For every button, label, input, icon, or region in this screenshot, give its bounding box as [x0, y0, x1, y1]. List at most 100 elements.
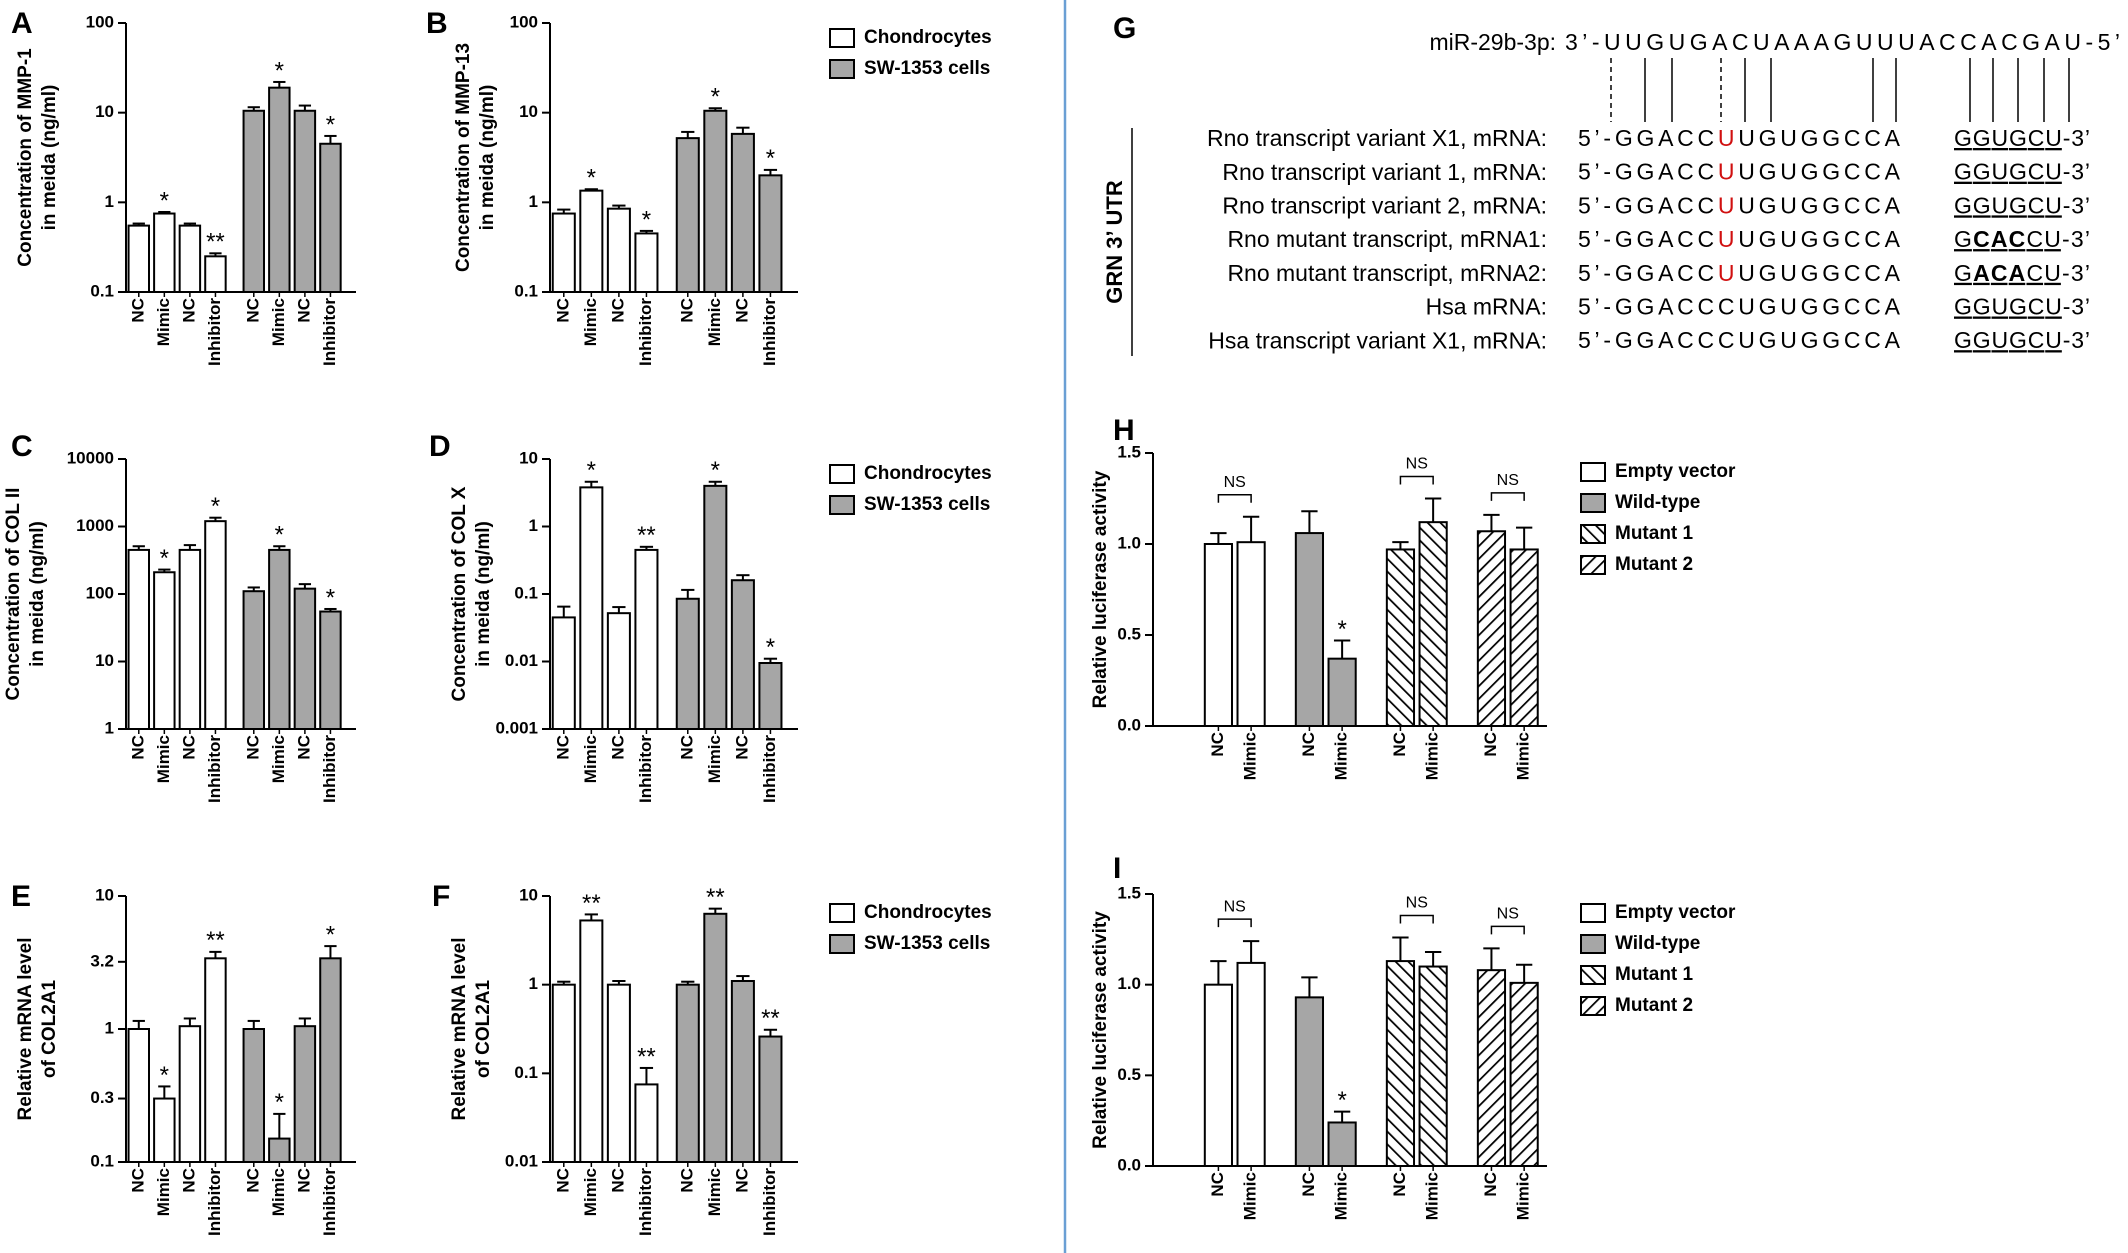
sequence-part: 5’-GGACC [1578, 192, 1714, 218]
y-tick-label: 1000 [76, 516, 114, 535]
y-tick-label: 1 [105, 718, 114, 737]
x-tick-label: NC [294, 1168, 313, 1193]
error-bar [273, 1112, 286, 1139]
legend-swatch [1580, 903, 1606, 923]
x-tick-label: NC [1299, 732, 1318, 757]
transcript-sequence: 5’-GGACC U UGUGGCCA [1578, 159, 1901, 185]
bar [1418, 521, 1448, 727]
y-tick-label: 1.5 [1117, 442, 1141, 461]
sequence-part: -3’ [2063, 327, 2090, 353]
error-bar [1333, 639, 1351, 659]
x-tick-label: Mimic [1423, 1172, 1442, 1220]
error-bar [1301, 976, 1318, 998]
significance-label: * [275, 522, 284, 549]
x-tick-label: Mimic [269, 735, 288, 783]
error-bar [612, 979, 626, 985]
y-tick-label: 0.1 [90, 1151, 114, 1170]
legend-label: Empty vector [1615, 461, 1736, 482]
y-axis-label: in meida (ng/ml) [477, 85, 498, 231]
legend-label: Chondrocytes [864, 463, 992, 484]
significance-label: * [711, 84, 720, 111]
bar [703, 912, 728, 1163]
error-bar [298, 583, 312, 589]
bar [293, 587, 317, 730]
bar [204, 520, 227, 730]
x-tick-label: NC [1390, 1172, 1409, 1197]
y-tick-label: 0.1 [514, 583, 538, 602]
error-bar [1392, 936, 1409, 962]
significance-label: * [766, 634, 775, 661]
mirna-label: miR-29b-3p: [1429, 29, 1556, 55]
significance-label: * [275, 1089, 284, 1116]
binding-site: GGUGCU-3’ [1954, 159, 2090, 185]
x-tick-label: Mimic [154, 1168, 173, 1216]
error-bar [1242, 515, 1260, 543]
error-bar [158, 568, 171, 573]
y-tick-label: 0.5 [1117, 624, 1141, 643]
x-tick-label: Mimic [1423, 732, 1442, 780]
transcript-name: Rno transcript variant 1, mRNA: [1222, 159, 1547, 185]
error-bar [298, 104, 312, 111]
error-bar [298, 1017, 312, 1027]
y-tick-label: 10 [519, 448, 538, 467]
bar [127, 224, 151, 294]
legend-swatch [829, 59, 855, 79]
y-axis-label: in meida (ng/ml) [39, 85, 60, 231]
x-tick-label: Inhibitor [320, 298, 339, 366]
bar [634, 1083, 659, 1164]
binding-site: GACACU-3’ [1954, 260, 2090, 286]
error-bar [247, 1019, 260, 1029]
bar [1294, 532, 1325, 728]
x-tick-label: NC [553, 1168, 572, 1193]
sequence-part: GGUGCU [1954, 125, 2062, 151]
error-bar [158, 1085, 171, 1099]
y-axis-label: Relative mRNA level [449, 937, 470, 1120]
transcript-name: Rno mutant transcript, mRNA1: [1227, 226, 1547, 252]
error-bar [324, 945, 337, 959]
y-axis-label: Concentration of COL II [3, 488, 24, 701]
error-bar [557, 605, 571, 618]
significance-label: * [326, 111, 335, 138]
error-bar [1483, 513, 1500, 532]
legend-label: Wild-type [1615, 933, 1700, 954]
significance-label: * [160, 187, 169, 214]
error-bar [324, 607, 337, 612]
bar [153, 1097, 176, 1163]
significance-label: ** [637, 1043, 656, 1070]
transcript-name: Hsa transcript variant X1, mRNA: [1208, 327, 1547, 353]
transcript-sequence: 5’-GGACC U UGUGGCCA [1578, 192, 1901, 218]
significance-label: * [326, 921, 335, 948]
significance-label: ** [582, 890, 601, 917]
y-tick-label: 0.1 [514, 281, 538, 300]
bar [204, 957, 227, 1163]
x-tick-label: Mimic [705, 298, 724, 346]
error-bar [681, 980, 695, 985]
binding-site: GGUGCU-3’ [1954, 327, 2090, 353]
error-bar [681, 588, 695, 599]
y-tick-label: 1 [529, 974, 538, 993]
sequence-part: CAC [1973, 226, 2025, 252]
ns-bracket [1217, 493, 1252, 503]
sequence-part: GGUGCU [1954, 192, 2062, 218]
significance-label: * [587, 457, 596, 484]
bar [551, 212, 576, 294]
bar [1236, 961, 1266, 1168]
binding-site: GGUGCU-3’ [1954, 125, 2090, 151]
significance-label: * [766, 145, 775, 172]
y-tick-label: 10 [95, 885, 114, 904]
x-tick-label: NC [1481, 732, 1500, 757]
error-bar [209, 516, 222, 522]
legend-swatch [1580, 965, 1606, 985]
x-tick-label: NC [243, 1168, 262, 1193]
error-bar [183, 1017, 197, 1027]
y-tick-label: 0.1 [514, 1063, 538, 1082]
bar [268, 548, 291, 730]
y-tick-label: 1.0 [1117, 533, 1141, 552]
x-tick-label: Mimic [1241, 732, 1260, 780]
sequence-part: 5’-GGACC [1578, 159, 1714, 185]
error-bar [708, 107, 722, 111]
bar [579, 919, 604, 1163]
legend-swatch [829, 464, 855, 484]
x-tick-label: Mimic [1332, 1172, 1351, 1220]
